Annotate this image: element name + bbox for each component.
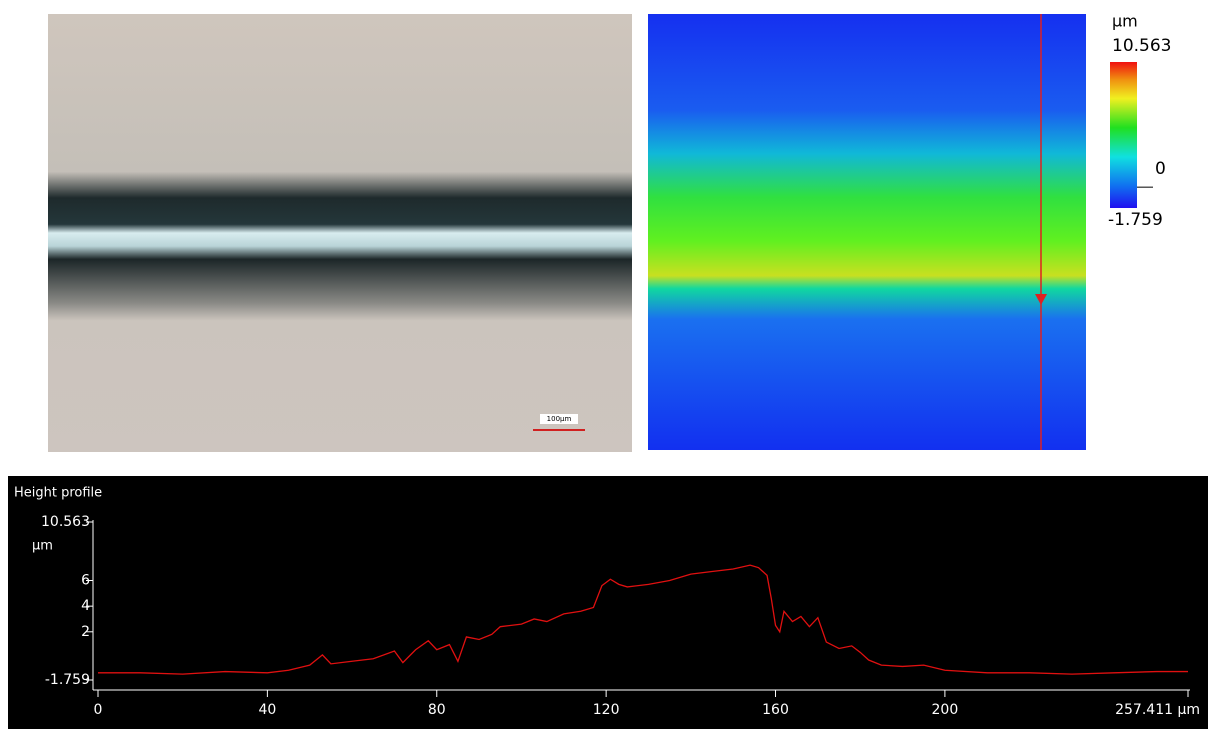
chart-title: Height profile: [14, 486, 102, 501]
color-bar: [1110, 62, 1137, 208]
scale-bar-label: 100µm: [547, 415, 572, 423]
color-max: 10.563: [1112, 36, 1171, 56]
y-tick-label: 6: [81, 573, 90, 589]
y-tick-label: 2: [81, 624, 90, 640]
y-tick-label: 4: [81, 598, 90, 614]
micrograph: [48, 14, 632, 452]
x-tick-label: 0: [94, 702, 103, 718]
x-tick-label: 120: [593, 702, 620, 718]
color-zero: 0: [1155, 159, 1166, 179]
x-tick-label: 160: [762, 702, 789, 718]
y-unit: µm: [32, 539, 53, 554]
x-tick-label: 200: [932, 702, 959, 718]
scale-bar-box: [540, 414, 578, 424]
y-tick-label: -1.759: [45, 672, 90, 688]
profile-arrow: [1035, 294, 1047, 305]
height-map: [648, 14, 1086, 450]
x-tick-label: 257.411 µm: [1115, 702, 1200, 718]
color-min: -1.759: [1108, 210, 1163, 230]
profile-panel: [8, 476, 1208, 729]
x-tick-label: 40: [258, 702, 276, 718]
profile-line: [98, 564, 1188, 675]
y-tick-label: 10.563: [41, 514, 90, 530]
color-unit: µm: [1112, 12, 1138, 31]
x-tick-label: 80: [428, 702, 446, 718]
